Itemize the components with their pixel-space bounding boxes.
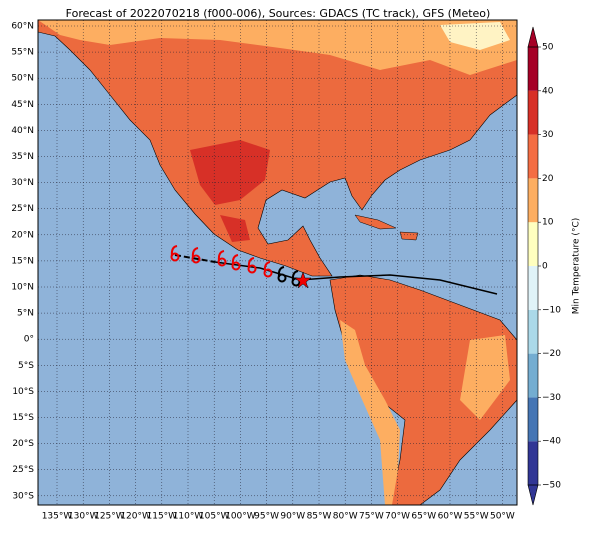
colorbar-segment bbox=[528, 309, 538, 354]
lon-label: 125°W bbox=[94, 512, 125, 522]
lat-label: 30°S bbox=[12, 491, 34, 501]
colorbar-tick-label: 30 bbox=[542, 130, 554, 140]
storm-track bbox=[170, 245, 498, 295]
colorbar-tick-label: 20 bbox=[542, 174, 554, 184]
north-america bbox=[38, 20, 517, 277]
storm-icon bbox=[217, 257, 227, 267]
colorbar-segment bbox=[528, 353, 538, 398]
lon-label: 105°W bbox=[199, 512, 230, 522]
lat-label: 20°S bbox=[12, 439, 34, 449]
lon-label: 100°W bbox=[225, 512, 256, 522]
colorbar-tick-label: −20 bbox=[542, 349, 561, 359]
lon-label: 115°W bbox=[147, 512, 178, 522]
colorbar-segment bbox=[528, 397, 538, 442]
north-light bbox=[38, 20, 517, 75]
title: Forecast of 2022070218 (f000-006), Sourc… bbox=[66, 7, 491, 20]
lat-label: 10°N bbox=[11, 283, 34, 293]
lat-label: 5°S bbox=[18, 361, 34, 371]
lat-label: 15°S bbox=[12, 413, 34, 423]
colorbar-tick-label: 10 bbox=[542, 218, 554, 228]
storm-icon-tail bbox=[231, 254, 239, 266]
storm-icon bbox=[263, 268, 273, 278]
colorbar-tick-label: 40 bbox=[542, 86, 554, 96]
colorbar-tick-label: −10 bbox=[542, 305, 561, 315]
lon-label: 135°W bbox=[42, 512, 73, 522]
storm-symbols bbox=[170, 245, 301, 287]
gridlines bbox=[38, 20, 517, 505]
cuba bbox=[354, 214, 397, 230]
lat-label: 25°S bbox=[12, 465, 34, 475]
storm-icon-tail bbox=[170, 245, 178, 257]
storm-icon-tail bbox=[191, 247, 199, 259]
track-past bbox=[214, 261, 498, 295]
colorbar-tick-label: −50 bbox=[542, 481, 561, 491]
storm-icon bbox=[277, 273, 287, 283]
storm-icon-tail bbox=[217, 250, 225, 262]
colorbar-label: Min Temperature (°C) bbox=[572, 218, 582, 315]
east-light bbox=[460, 335, 510, 420]
lon-label: 50°W bbox=[490, 512, 515, 522]
lat-label: 35°N bbox=[11, 152, 34, 162]
colorbar-segment bbox=[528, 47, 538, 91]
hispaniola bbox=[399, 231, 419, 241]
map-frame bbox=[37, 19, 518, 506]
lon-label: 110°W bbox=[173, 512, 204, 522]
colorbar-tick-label: −40 bbox=[542, 437, 561, 447]
lon-label: 55°W bbox=[464, 512, 489, 522]
lon-label: 70°W bbox=[385, 512, 410, 522]
colorbar-tick-label: 50 bbox=[542, 43, 554, 53]
colorbar-extend-max bbox=[527, 26, 539, 48]
lon-label: 120°W bbox=[120, 512, 151, 522]
lat-label: 40°N bbox=[11, 126, 34, 136]
storm-icon-tail bbox=[247, 257, 255, 269]
storm-icon bbox=[191, 254, 201, 264]
colorbar-segment bbox=[528, 90, 538, 135]
storm-icon-tail bbox=[263, 261, 271, 273]
lat-label: 45°N bbox=[11, 100, 34, 110]
storm-icon-tail bbox=[291, 270, 299, 282]
lat-label: 10°S bbox=[12, 387, 34, 397]
storm-icon bbox=[231, 261, 241, 271]
lat-label: 25°N bbox=[11, 204, 34, 214]
lon-label: 85°W bbox=[307, 512, 332, 522]
lat-label: 0° bbox=[24, 335, 34, 345]
lon-label: 130°W bbox=[68, 512, 99, 522]
colorbar-tick-label: −30 bbox=[542, 393, 561, 403]
lat-label: 5°N bbox=[17, 309, 34, 319]
current-position bbox=[294, 271, 312, 289]
storm-icon bbox=[247, 264, 257, 274]
lon-label: 75°W bbox=[359, 512, 384, 522]
map-area bbox=[38, 20, 517, 505]
colorbar-segment bbox=[528, 222, 538, 266]
storm-icon bbox=[170, 252, 180, 262]
lat-label: 60°N bbox=[11, 22, 34, 32]
colorbar-segment bbox=[528, 266, 538, 310]
andes-light bbox=[340, 320, 400, 505]
colorbar: 50 40 30 20 10 0 −10 −20 −30 −40 −50 bbox=[527, 26, 561, 506]
hot-patch bbox=[220, 215, 250, 242]
colorbar-segment bbox=[528, 178, 538, 223]
track-forecast bbox=[174, 254, 216, 263]
lat-label: 30°N bbox=[11, 178, 34, 188]
lat-label: 20°N bbox=[11, 230, 34, 240]
colorbar-segment bbox=[528, 134, 538, 179]
lon-label: 80°W bbox=[333, 512, 358, 522]
lat-label: 15°N bbox=[11, 256, 34, 266]
lon-label: 90°W bbox=[280, 512, 305, 522]
arctic-cream bbox=[440, 22, 510, 50]
lon-label: 65°W bbox=[411, 512, 436, 522]
colorbar-extend-min bbox=[527, 484, 539, 506]
storm-icon-tail bbox=[277, 266, 285, 278]
lat-label: 50°N bbox=[11, 74, 34, 84]
lat-label: 55°N bbox=[11, 48, 34, 58]
lon-label: 95°W bbox=[254, 512, 279, 522]
lon-label: 60°W bbox=[438, 512, 463, 522]
colorbar-tick-label: 0 bbox=[542, 262, 548, 272]
colorbar-segment bbox=[528, 441, 538, 485]
